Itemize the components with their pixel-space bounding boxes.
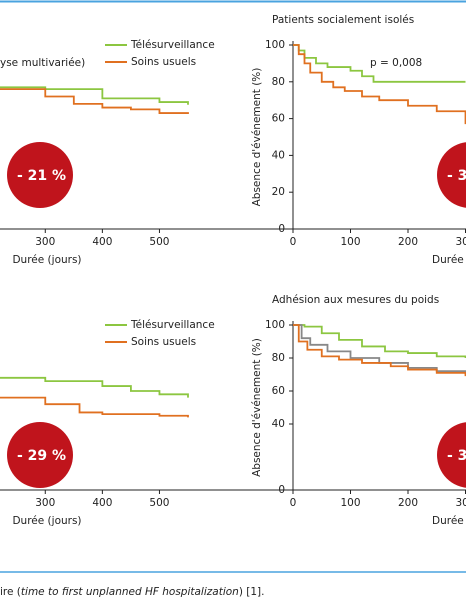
caption-part: ire ( [0,586,21,598]
x-tick-label: 300 [35,236,55,248]
x-tick-label: 500 [149,497,169,509]
legend-label: Soins usuels [131,56,196,68]
y-tick-label: 100 [265,319,285,331]
x-tick-label: 300 [455,236,466,248]
p-value: p = 0,008 [370,57,422,69]
caption-part: ) [1]. [239,586,265,598]
x-tick-label: 400 [92,497,112,509]
badge-circle [437,422,466,488]
x-tick-label: 500 [149,236,169,248]
x-tick-label: 0 [290,236,297,248]
series-line [293,324,466,358]
chart-title: Adhésion aux mesures du poids [272,294,439,306]
x-axis-label: Durée (jours) [432,254,466,266]
series-line [0,376,189,398]
caption-part: time to first unplanned HF hospitalizati… [21,586,239,598]
x-tick-label: 300 [35,497,55,509]
chart-subtitle: yse multivariée) [0,57,85,69]
legend-label: Télésurveillance [130,39,215,51]
y-tick-label: 40 [272,418,285,430]
series-line [0,88,189,114]
x-tick-label: 100 [340,497,360,509]
badge-text: - 37 [447,448,466,464]
x-axis-label: Durée (jours) [12,515,81,527]
chart-title: Patients socialement isolés [272,14,414,26]
y-tick-label: 80 [272,352,285,364]
y-axis-label: Absence d'événement (%) [251,338,263,477]
x-tick-label: 0 [290,497,297,509]
x-axis-label: Durée (jours) [12,254,81,266]
y-tick-label: 0 [278,484,285,496]
legend-label: Télésurveillance [130,319,215,331]
y-tick-label: 60 [272,113,285,125]
badge-circle [7,142,73,208]
badge-text: - 21 % [17,168,66,184]
badge-text: - 29 % [17,448,66,464]
y-tick-label: 0 [278,223,285,235]
x-tick-label: 100 [340,236,360,248]
series-line [293,44,466,83]
x-tick-label: 200 [398,236,418,248]
y-tick-label: 80 [272,76,285,88]
x-axis-label: Durée (jours) [432,515,466,527]
y-tick-label: 60 [272,385,285,397]
series-line [0,396,189,418]
badge-text: - 38 [447,168,466,184]
series-line [0,86,189,105]
y-tick-label: 40 [272,149,285,161]
y-axis-label: Absence d'événement (%) [251,68,263,207]
x-tick-label: 200 [398,497,418,509]
badge-circle [437,142,466,208]
x-tick-label: 300 [455,497,466,509]
series-line [293,324,466,377]
caption: ire (time to first unplanned HF hospital… [0,586,264,598]
x-tick-label: 400 [92,236,112,248]
y-tick-label: 100 [265,39,285,51]
y-tick-label: 20 [272,186,285,198]
series-line [293,44,466,125]
badge-circle [7,422,73,488]
legend-label: Soins usuels [131,336,196,348]
